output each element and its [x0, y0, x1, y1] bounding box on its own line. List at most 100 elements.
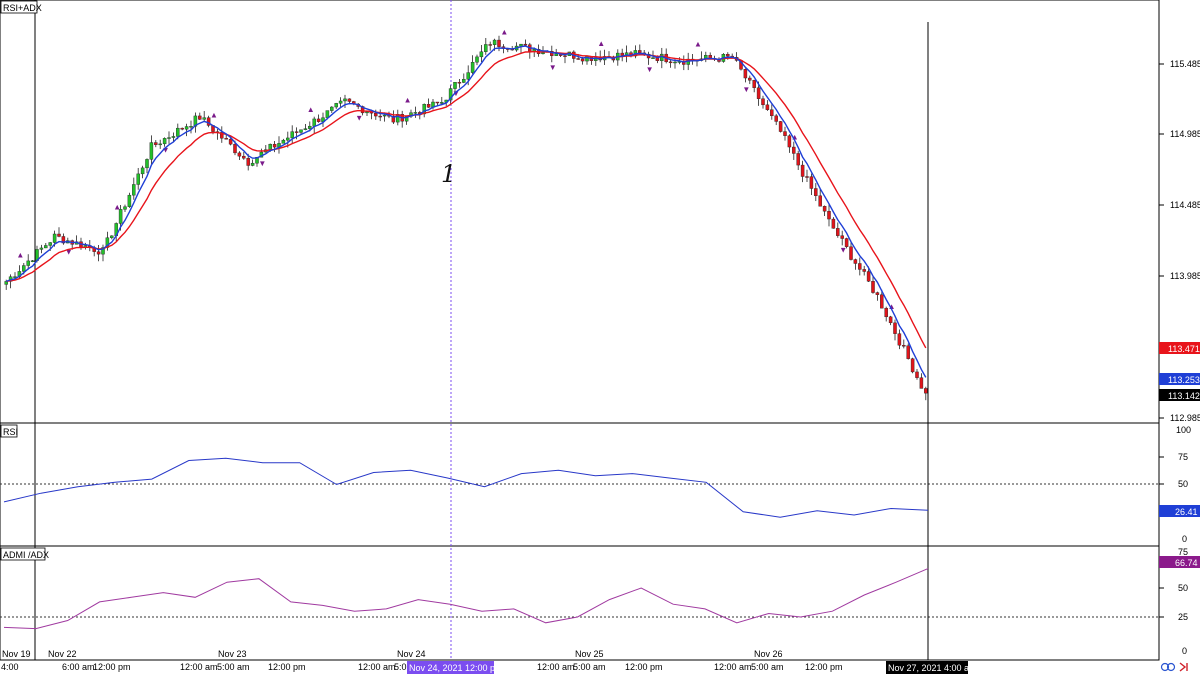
fractal-up-marker: ▲	[113, 202, 121, 211]
candle-body	[470, 62, 475, 73]
ema-fast-tag-label: 113.253	[1168, 375, 1200, 385]
last-time-label: Nov 27, 2021 4:00 am	[888, 663, 977, 673]
candle-body	[475, 56, 479, 63]
candle-body	[541, 52, 545, 55]
candle-body	[888, 316, 893, 324]
time-label: 4:00	[1, 662, 19, 672]
candle-body	[748, 77, 752, 81]
candle-body	[48, 242, 52, 246]
candle-body	[484, 44, 488, 52]
candle-body	[281, 139, 286, 144]
adx-pane-title: ADMI /ADX	[3, 550, 49, 560]
candle-body	[96, 251, 101, 255]
link-icon[interactable]	[1160, 662, 1176, 672]
candle-body	[343, 98, 347, 102]
candle-body	[792, 146, 796, 154]
candle-body	[132, 184, 136, 196]
candle-body	[233, 143, 237, 154]
candle-body	[360, 106, 365, 114]
adx-tick: 25	[1178, 612, 1188, 622]
time-label: Nov 26	[754, 649, 783, 659]
candle-body	[783, 131, 787, 136]
candle-body	[435, 101, 440, 104]
adx-pane[interactable]	[0, 545, 1160, 661]
candle-body	[198, 115, 202, 120]
candle-body	[519, 43, 523, 47]
wave-annotation: 1	[441, 160, 456, 188]
time-label: Nov 22	[48, 649, 77, 659]
candle-body	[52, 233, 57, 243]
candle-body	[906, 345, 910, 359]
candle-body	[101, 247, 105, 255]
candle-body	[44, 245, 48, 249]
last-time-tag	[886, 661, 968, 674]
fractals-layer: ▲ ▼ ▲ ▼ ▲ ▼ ▲ ▼ ▲ ▼ ▲ ▼ ▲ ▼ ▲ ▼ ▲ ▼ ▲	[16, 28, 895, 311]
candle-body	[374, 112, 378, 117]
candle-body	[57, 233, 61, 237]
rsi-line	[3, 457, 929, 518]
candle-body	[919, 377, 924, 389]
candle-body	[778, 121, 783, 132]
candle-body	[299, 129, 303, 133]
candle-body	[774, 115, 778, 122]
candle-body	[22, 265, 26, 272]
candle-body	[902, 345, 906, 347]
time-axis: Nov 19 4:00 Nov 22 6:00 am 12:00 pm 12:0…	[0, 649, 1159, 672]
rsi-tick: 100	[1176, 425, 1191, 435]
price-pane-title: RSI+ADX	[3, 3, 42, 13]
candle-body	[202, 117, 206, 120]
candle-body	[497, 39, 501, 47]
fractal-up-marker: ▲	[597, 39, 605, 48]
candle-body	[479, 51, 484, 58]
candle-body	[162, 138, 167, 145]
candle-body	[849, 246, 853, 260]
fractal-down-marker: ▼	[452, 89, 460, 98]
candle-body	[453, 82, 457, 89]
candle-body	[800, 164, 805, 177]
candle-body	[237, 152, 242, 157]
time-label: 12:00 pm	[805, 662, 843, 672]
ema-slow-tag	[1159, 342, 1200, 354]
candle-body	[580, 58, 585, 62]
time-label: 12:00 pm	[625, 662, 663, 672]
candle-body	[140, 167, 145, 175]
candle-body	[154, 142, 158, 145]
candle-body	[924, 388, 928, 394]
candle-body	[756, 87, 761, 99]
adx-tick: 75	[1178, 547, 1188, 557]
price-tick: 114.485	[1170, 200, 1200, 210]
candle-body	[220, 132, 224, 139]
candle-body	[853, 259, 858, 264]
candle-body	[814, 188, 818, 196]
time-label: 5:0	[394, 662, 407, 672]
crosshair-time-label: Nov 24, 2021 12:00 pm	[409, 663, 503, 673]
candle-body	[149, 142, 154, 160]
rsi-tick: 0	[1182, 534, 1187, 544]
candle-body	[246, 158, 250, 166]
candle-body	[4, 281, 8, 285]
candle-body	[206, 117, 211, 126]
candle-body	[158, 143, 162, 146]
fractal-down-marker: ▼	[646, 65, 654, 74]
candle-body	[250, 162, 255, 166]
candle-body	[563, 55, 567, 57]
scroll-to-end-icon[interactable]	[1179, 662, 1188, 672]
rsi-axis: 100 75 50 25 0	[1159, 425, 1191, 544]
candle-body	[910, 358, 915, 373]
candle-body	[382, 114, 387, 117]
time-label: 12:00 am	[537, 662, 575, 672]
fractal-up-marker: ▲	[791, 132, 799, 141]
candle-body	[440, 102, 444, 104]
candle-body	[844, 238, 849, 247]
candle-body	[242, 155, 246, 159]
fractal-down-marker: ▼	[258, 159, 266, 168]
candle-body	[796, 153, 800, 166]
fractal-up-marker: ▲	[888, 302, 896, 311]
candle-body	[620, 52, 624, 56]
candle-body	[875, 292, 880, 295]
candle-body	[726, 54, 730, 57]
last-price-tag-label: 113.142	[1168, 391, 1200, 401]
price-pane[interactable]	[0, 0, 1160, 424]
candle-body	[893, 322, 897, 334]
